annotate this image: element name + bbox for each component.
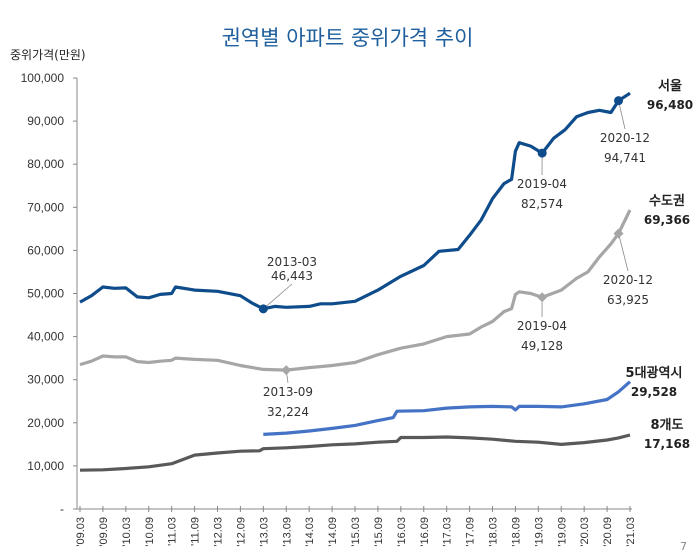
x-tick-label: '17.09	[465, 517, 477, 547]
x-tick-label: '15.09	[373, 517, 385, 547]
annotation-value: 49,128	[521, 339, 563, 353]
annotation-value: 46,443	[271, 269, 313, 283]
x-tick-label: '20.03	[579, 517, 591, 547]
annotation-leader	[618, 100, 626, 130]
x-tick-label: '09.09	[98, 517, 110, 547]
series-end-value: 17,168	[644, 437, 690, 451]
annotation-date: 2019-04	[517, 177, 567, 191]
series-end-value: 69,366	[644, 213, 690, 227]
x-tick-label: '17.03	[442, 517, 454, 547]
annotation-date: 2013-03	[267, 255, 317, 269]
x-tick-label: '19.03	[533, 517, 545, 547]
x-tick-label: '21.03	[625, 517, 637, 547]
y-tick-label: 60,000	[27, 243, 64, 257]
y-tick-label: 10,000	[27, 459, 64, 473]
x-tick-label: '18.09	[510, 517, 522, 547]
series-line-1	[79, 209, 632, 372]
annotation-value: 32,224	[267, 405, 309, 419]
x-tick-label: '19.09	[556, 517, 568, 547]
x-tick-label: '10.03	[121, 517, 133, 547]
annotation-marker	[281, 365, 292, 376]
series-name-label: 서울	[658, 78, 682, 94]
x-tick-label: '11.03	[167, 517, 179, 546]
x-tick-label: '13.09	[281, 517, 293, 547]
annotation-value: 63,925	[607, 293, 649, 307]
series-line-2	[263, 380, 632, 436]
y-tick-label: 100,000	[21, 71, 65, 85]
x-tick-label: '18.03	[488, 517, 500, 547]
series-line-0	[79, 91, 631, 311]
y-tick-label: 50,000	[27, 287, 64, 301]
annotation-date: 2020-12	[600, 131, 650, 145]
y-tick-label: 70,000	[27, 200, 64, 214]
series-end-value: 96,480	[647, 98, 693, 112]
annotation-date: 2019-04	[517, 319, 567, 333]
annotation-date: 2020-12	[603, 273, 653, 287]
series-line-3	[79, 433, 631, 472]
series-end-value: 29,528	[631, 385, 677, 399]
y-tick-label: -	[60, 502, 64, 516]
series-name-label: 5대광역시	[626, 365, 683, 381]
y-tick-label: 80,000	[27, 157, 64, 171]
x-tick-label: '16.03	[396, 517, 408, 547]
x-tick-label: '16.09	[419, 517, 431, 547]
series-name-label: 수도권	[649, 194, 685, 209]
x-tick-label: '11.09	[190, 517, 202, 546]
annotation-value: 94,741	[604, 151, 646, 165]
y-tick-label: 20,000	[27, 416, 64, 430]
series-name-label: 8개도	[651, 418, 684, 433]
x-tick-label: '10.09	[144, 517, 156, 547]
x-tick-label: '12.09	[235, 517, 247, 547]
y-tick-label: 40,000	[27, 330, 64, 344]
y-axis-label: 중위가격(만원)	[10, 48, 86, 62]
annotation-value: 82,574	[521, 197, 563, 211]
x-tick-label: '20.09	[602, 517, 614, 547]
y-tick-label: 90,000	[27, 114, 64, 128]
annotation-marker	[614, 96, 624, 106]
annotation-date: 2013-09	[263, 385, 313, 399]
annotation-leader	[618, 233, 629, 272]
x-tick-label: '13.03	[258, 517, 270, 547]
annotation-leader	[263, 283, 293, 310]
annotation-marker	[537, 292, 548, 303]
page-number: 7	[680, 540, 687, 553]
x-tick-label: '09.03	[75, 517, 87, 547]
x-tick-label: '12.03	[213, 517, 225, 547]
annotation-marker	[613, 228, 624, 239]
x-tick-label: '14.03	[304, 517, 316, 547]
y-tick-label: 30,000	[27, 373, 64, 387]
annotation-marker	[258, 304, 268, 314]
annotation-marker	[537, 148, 547, 158]
chart-title: 권역별 아파트 중위가격 추이	[221, 26, 474, 50]
x-tick-label: '14.09	[327, 517, 339, 547]
x-tick-label: '15.03	[350, 517, 362, 547]
